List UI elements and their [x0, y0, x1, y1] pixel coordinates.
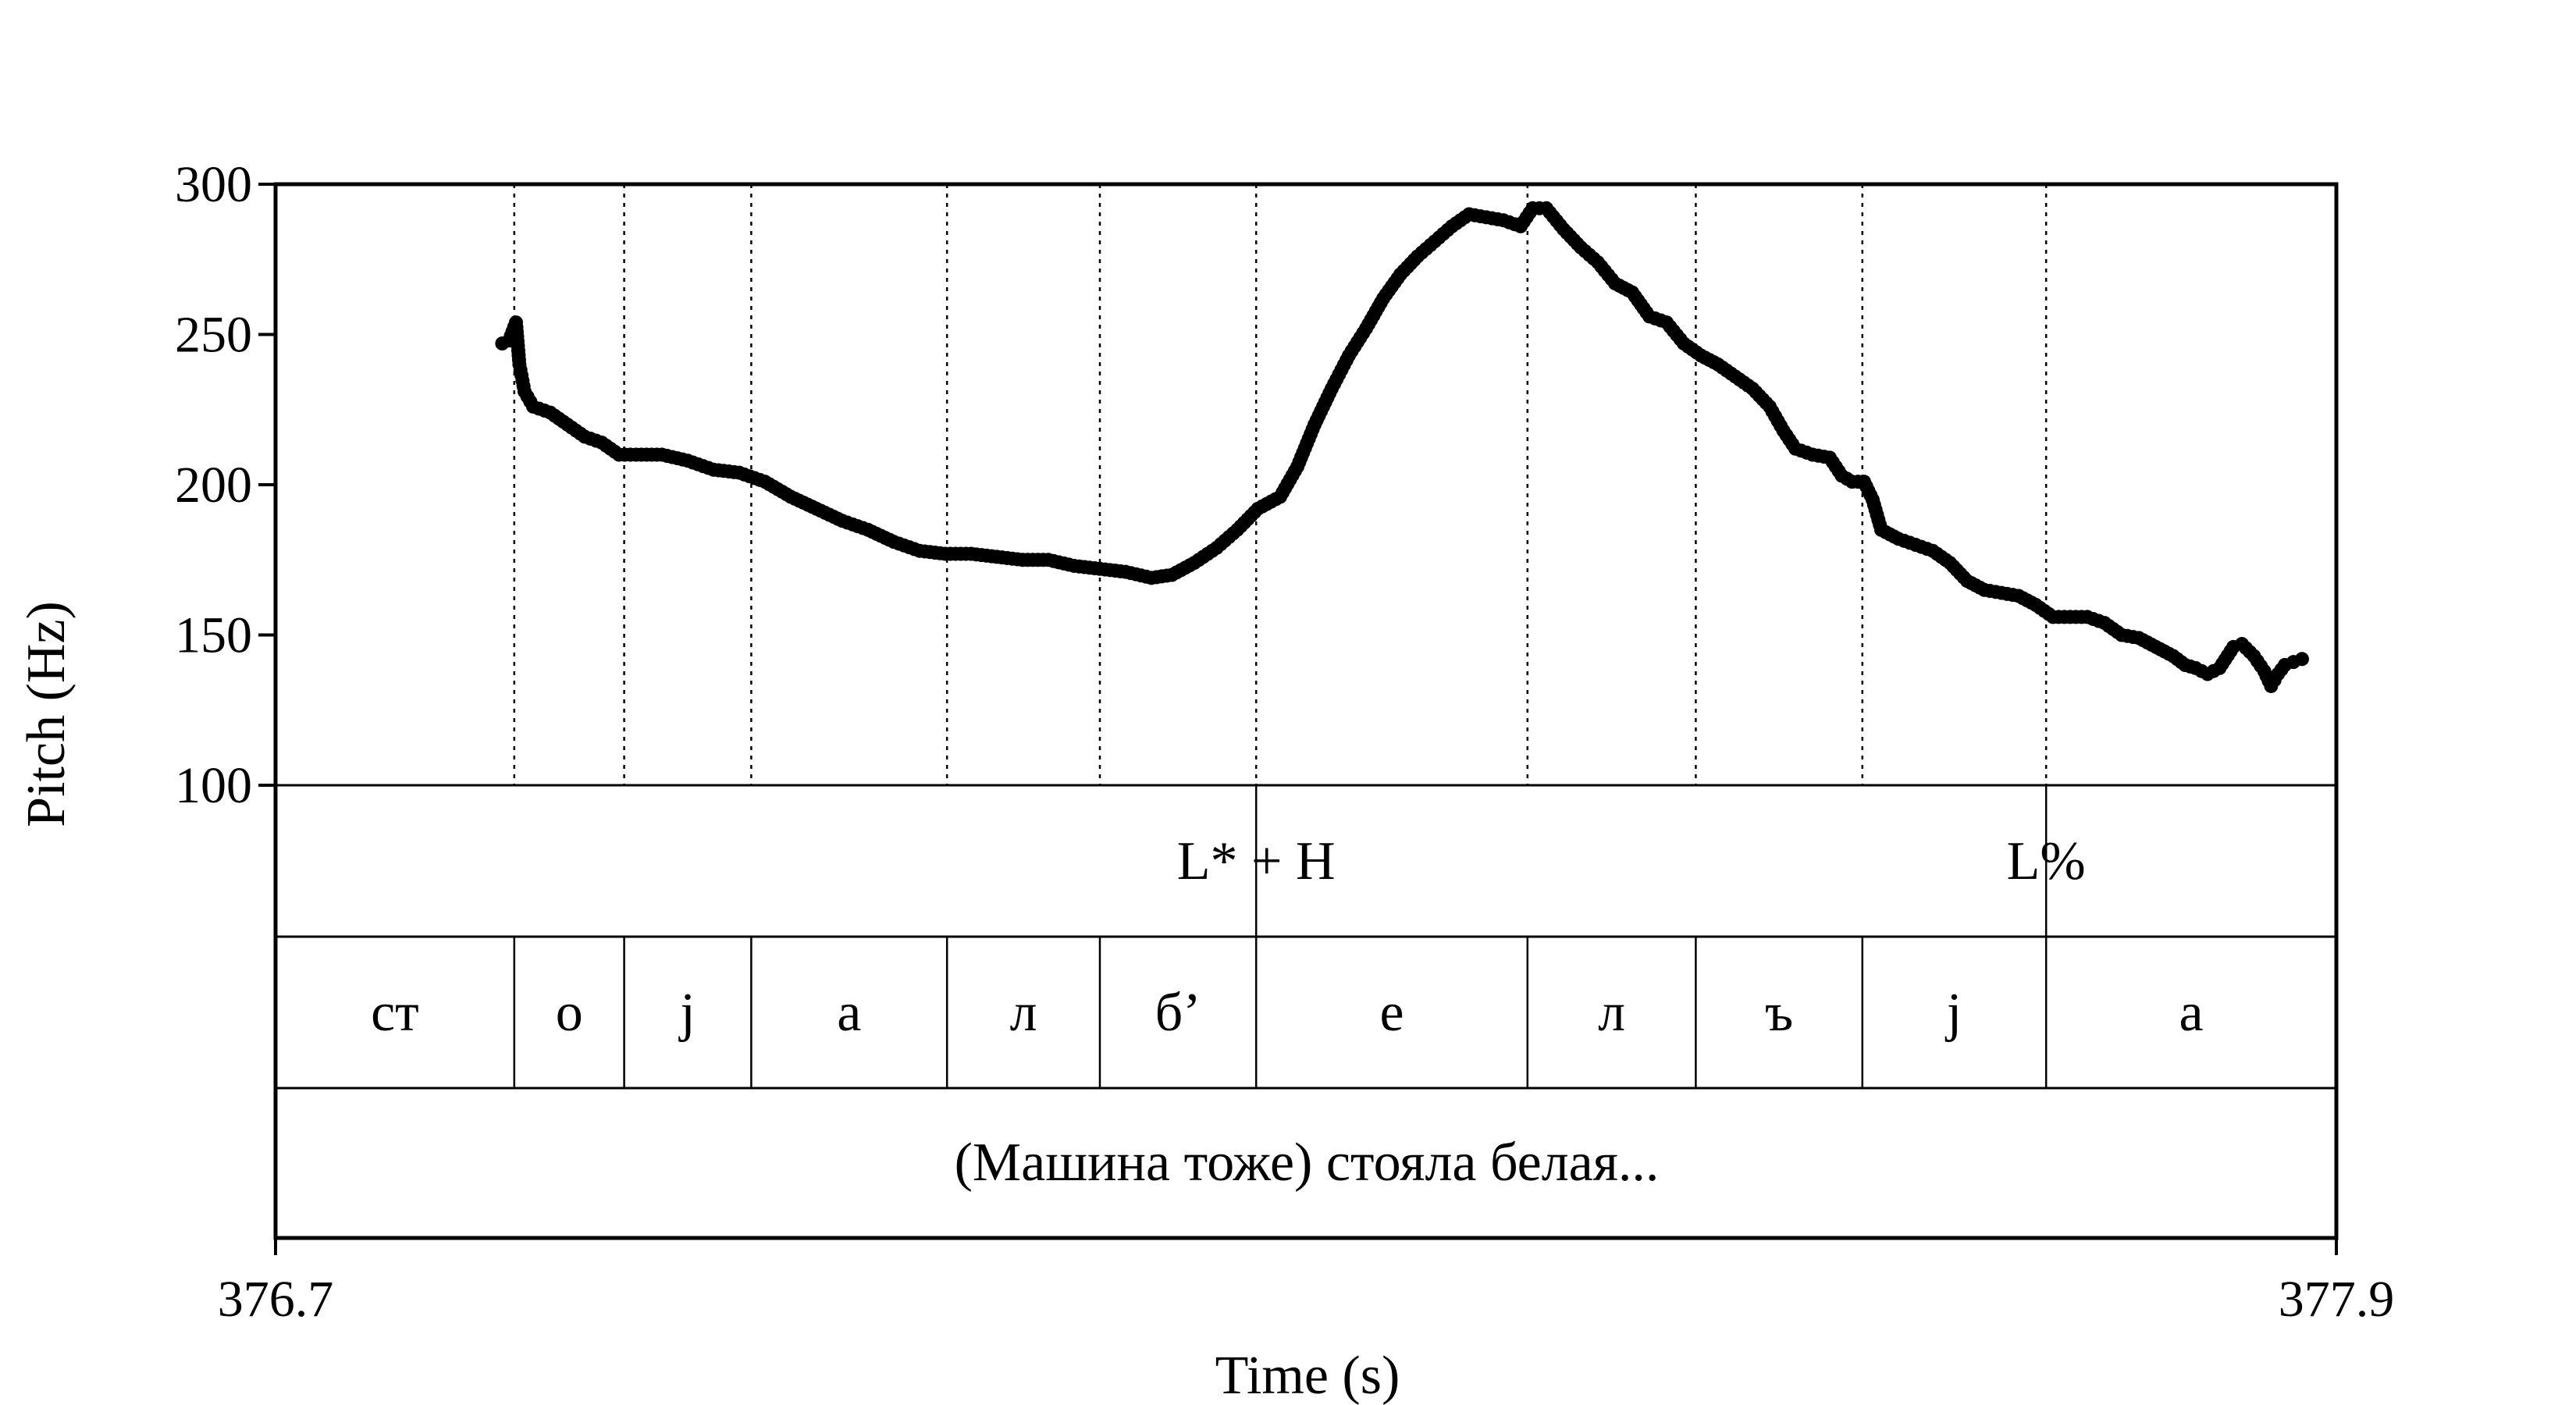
pitch-track — [495, 201, 2309, 693]
sentence-label: (Машина тоже) стояла белая... — [955, 1133, 1660, 1193]
segment-label-1: о — [556, 983, 583, 1043]
plot-frame — [273, 182, 2339, 1240]
y-axis-label: Pitch (Hz) — [16, 601, 76, 827]
boundary-lines — [513, 184, 2048, 1088]
segment-label-5: б’ — [1155, 983, 1201, 1043]
y-tick-label-2: 200 — [175, 457, 252, 514]
segment-label-7: л — [1598, 983, 1625, 1043]
segment-label-9: j — [1944, 983, 1962, 1043]
segment-label-6: е — [1379, 983, 1404, 1043]
x-tick-label-0: 376.7 — [218, 1271, 334, 1328]
segment-label-10: а — [2179, 983, 2204, 1043]
y-tick-label-1: 250 — [175, 307, 252, 364]
tone-label-1: L% — [2007, 831, 2086, 891]
pitch-point-441 — [2295, 652, 2309, 667]
tone-tier: L* + H L% — [1177, 831, 2086, 891]
segment-tier: ст о j а л б’ е л ъ j а — [371, 983, 2204, 1043]
y-axis-ticks: 300 250 200 150 100 — [175, 156, 276, 814]
x-tick-label-1: 377.9 — [2279, 1271, 2395, 1328]
segment-label-8: ъ — [1765, 983, 1793, 1043]
segment-label-0: ст — [371, 983, 419, 1043]
y-tick-label-0: 300 — [175, 156, 252, 213]
segment-label-4: л — [1010, 983, 1037, 1043]
x-axis-label: Time (s) — [1215, 1346, 1400, 1405]
y-tick-label-4: 100 — [175, 757, 252, 814]
segment-label-2: j — [678, 983, 695, 1043]
tone-label-0: L* + H — [1177, 831, 1336, 891]
y-tick-label-3: 150 — [175, 607, 252, 664]
sentence-tier: (Машина тоже) стояла белая... — [955, 1133, 1660, 1193]
x-axis-ticks: 376.7 377.9 — [218, 1238, 2395, 1328]
segment-label-3: а — [837, 983, 861, 1043]
